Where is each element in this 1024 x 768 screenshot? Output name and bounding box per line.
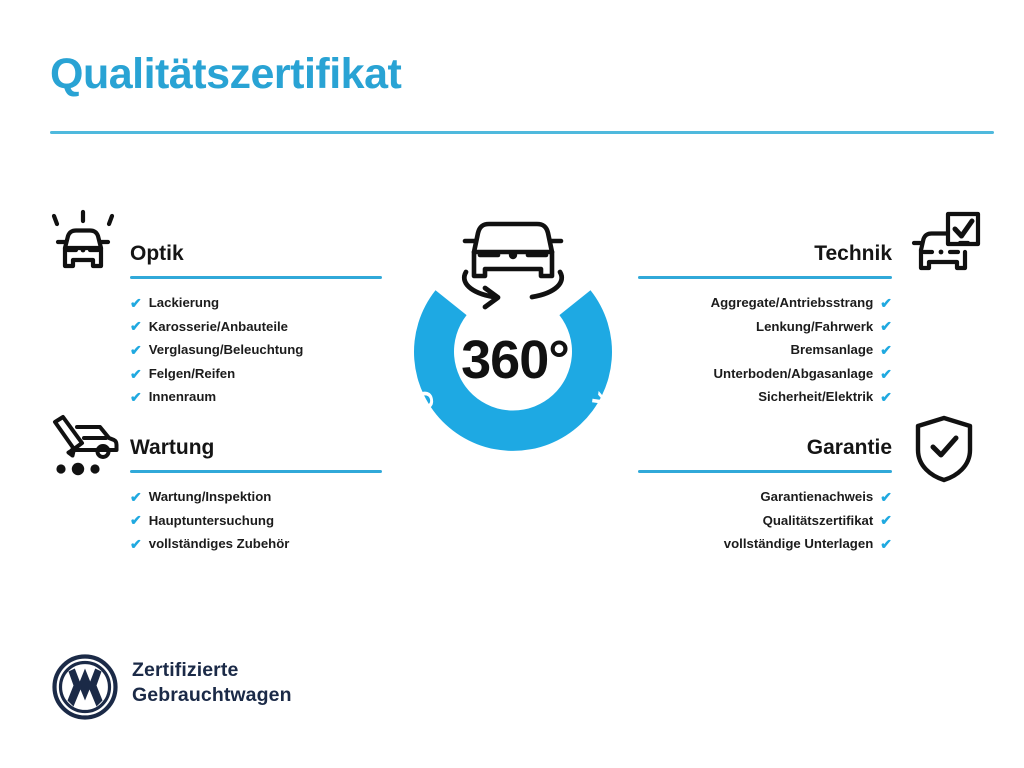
list-item-label: Felgen/Reifen [148,365,236,381]
list-item: ✔ Felgen/Reifen [130,362,382,386]
check-icon: ✔ [880,389,892,406]
list-item-label: vollständiges Zubehör [148,536,290,552]
section-optik-title: Optik [130,242,184,265]
check-icon: ✔ [880,365,892,382]
list-item-label: Garantienachweis [760,489,874,504]
check-icon: ✔ [130,341,142,358]
check-icon: ✔ [130,318,142,335]
title-divider [50,131,994,134]
section-wartung: Wartung ✔ Wartung/Inspektion ✔ Hauptunters… [130,435,382,556]
list-item-label: Sicherheit/Elektrik [758,389,874,405]
list-item-label: Hauptuntersuchung [148,512,275,528]
service-book-car-icon [44,414,122,480]
section-garantie-header: Garantie [638,435,892,473]
list-item: Unterboden/Abgasanlage ✔ [638,362,892,386]
list-item: Lenkung/Fahrwerk ✔ [638,315,892,339]
check-icon: ✔ [130,512,142,529]
list-item-label: Lackierung [148,295,220,310]
list-item: Qualitätszertifikat ✔ [638,509,892,533]
list-item-label: vollständige Unterlagen [723,536,874,552]
check-icon: ✔ [130,535,142,552]
check-icon: ✔ [880,294,892,311]
list-item-label: Wartung/Inspektion [148,489,272,504]
section-garantie-underline [638,470,892,473]
list-item: ✔ Innenraum [130,385,382,409]
section-optik-header: Optik [130,241,382,279]
list-item-label: Lenkung/Fahrwerk [756,318,874,334]
car-shine-icon [44,206,122,278]
list-item-label: Bremsanlage [790,342,874,358]
ring-shape [414,290,612,451]
list-item: ✔ Wartung/Inspektion [130,485,382,509]
list-item-label: Karosserie/Anbauteile [148,318,288,334]
section-technik: Technik Aggregate/Antriebsstrang ✔ Lenkun… [638,241,892,409]
section-wartung-title: Wartung [130,436,215,459]
list-item: Sicherheit/Elektrik ✔ [638,385,892,409]
car-rotate-icon [462,221,564,310]
list-item: ✔ Verglasung/Beleuchtung [130,338,382,362]
section-wartung-underline [130,470,382,473]
check-icon: ✔ [130,365,142,382]
section-technik-header: Technik [638,241,892,279]
list-item: ✔ Hauptuntersuchung [130,509,382,533]
check-icon: ✔ [130,488,142,505]
check-icon: ✔ [880,341,892,358]
section-optik-list: ✔ Lackierung ✔ Karosserie/Anbauteile ✔ Verg… [130,291,382,409]
360-check-badge: Gebrauchtwagen-Check 360° [374,196,652,508]
list-item-label: Innenraum [148,389,217,405]
list-item: ✔ Lackierung [130,291,382,315]
section-wartung-header: Wartung [130,435,382,473]
section-optik: Optik ✔ Lackierung ✔ Karosserie/Anbauteile… [130,241,382,409]
shield-check-icon [912,414,976,484]
list-item: ✔ Karosserie/Anbauteile [130,315,382,339]
check-icon: ✔ [130,389,142,406]
check-icon: ✔ [880,488,892,505]
vw-footer-text: Zertifizierte Gebrauchtwagen [132,658,292,708]
section-optik-underline [130,276,382,279]
section-technik-title: Technik [814,242,892,265]
section-technik-underline [638,276,892,279]
list-item: Aggregate/Antriebsstrang ✔ [638,291,892,315]
check-icon: ✔ [880,512,892,529]
list-item-label: Qualitätszertifikat [762,512,874,528]
check-icon: ✔ [130,294,142,311]
vw-footer-line1: Zertifizierte [132,659,239,681]
section-technik-list: Aggregate/Antriebsstrang ✔ Lenkung/Fahrwe… [638,291,892,409]
car-checkbox-icon [906,208,984,280]
list-item-label: Verglasung/Beleuchtung [148,342,304,358]
vw-logo [52,654,118,720]
vw-footer-line2: Gebrauchtwagen [132,684,292,706]
section-wartung-list: ✔ Wartung/Inspektion ✔ Hauptuntersuchung ✔… [130,485,382,556]
list-item: ✔ vollständiges Zubehör [130,532,382,556]
check-icon: ✔ [880,318,892,335]
section-garantie: Garantie Garantienachweis ✔ Qualitätszert… [638,435,892,556]
page-title: Qualitätszertifikat [50,50,402,98]
list-item-label: Unterboden/Abgasanlage [713,365,874,381]
check-icon: ✔ [880,535,892,552]
list-item: Bremsanlage ✔ [638,338,892,362]
list-item: Garantienachweis ✔ [638,485,892,509]
list-item: vollständige Unterlagen ✔ [638,532,892,556]
section-garantie-list: Garantienachweis ✔ Qualitätszertifikat ✔ v… [638,485,892,556]
list-item-label: Aggregate/Antriebsstrang [710,295,874,310]
section-garantie-title: Garantie [806,436,892,459]
